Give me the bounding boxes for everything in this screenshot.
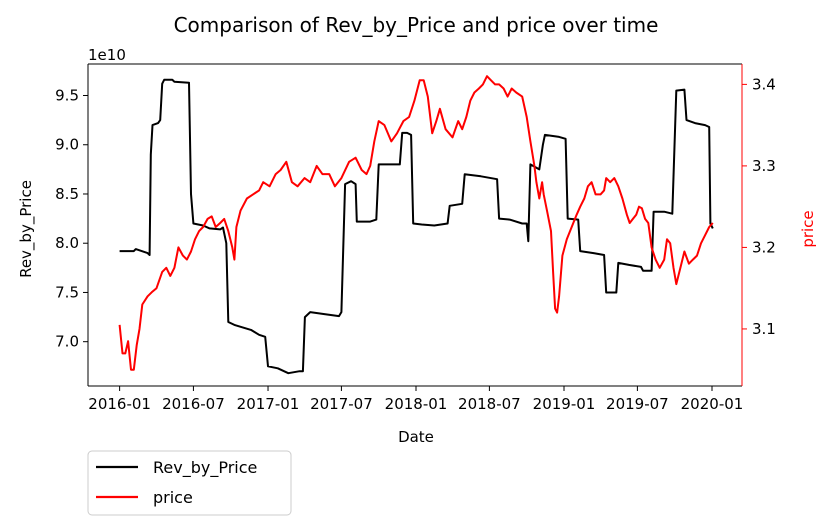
chart-title: Comparison of Rev_by_Price and price ove… — [174, 13, 659, 37]
x-axis-label: Date — [398, 428, 434, 446]
y-right-tick-label: 3.2 — [752, 238, 776, 256]
x-tick-label: 2019-07 — [606, 395, 669, 413]
y-left-tick-label: 9.0 — [55, 136, 79, 154]
y-offset-label: 1e10 — [88, 46, 126, 64]
plot-area — [118, 75, 714, 375]
y-left-tick-label: 9.5 — [55, 87, 79, 105]
legend: Rev_by_Price price — [87, 450, 292, 516]
x-tick-label: 2017-01 — [237, 395, 300, 413]
x-tick-label: 2016-01 — [88, 395, 151, 413]
y-left-tick-label: 8.0 — [55, 234, 79, 252]
legend-label-rev-by-price: Rev_by_Price — [153, 458, 257, 478]
y-axis-label-left: Rev_by_Price — [17, 180, 36, 278]
y-right-tick-label: 3.4 — [752, 75, 776, 93]
x-tick-label: 2017-07 — [310, 395, 373, 413]
x-tick-label: 2018-01 — [385, 395, 448, 413]
y-right-tick-label: 3.1 — [752, 320, 776, 338]
legend-box — [87, 450, 292, 516]
legend-label-price: price — [153, 488, 193, 507]
x-tick-label: 2016-07 — [162, 395, 225, 413]
series-line-rev-by-price — [119, 78, 714, 375]
x-tick-label: 2020-01 — [681, 395, 744, 413]
axes: 2016-01 2016-07 2017-01 2017-07 2018-01 2018-… — [55, 63, 776, 413]
series-line-price — [118, 75, 714, 371]
y-left-tick-label: 7.5 — [55, 283, 79, 301]
y-left-tick-label: 7.0 — [55, 333, 79, 351]
x-tick-label: 2019-01 — [533, 395, 596, 413]
y-right-tick-label: 3.3 — [752, 157, 776, 175]
y-left-tick-label: 8.5 — [55, 185, 79, 203]
x-tick-label: 2018-07 — [458, 395, 521, 413]
y-axis-label-right: price — [799, 210, 817, 247]
